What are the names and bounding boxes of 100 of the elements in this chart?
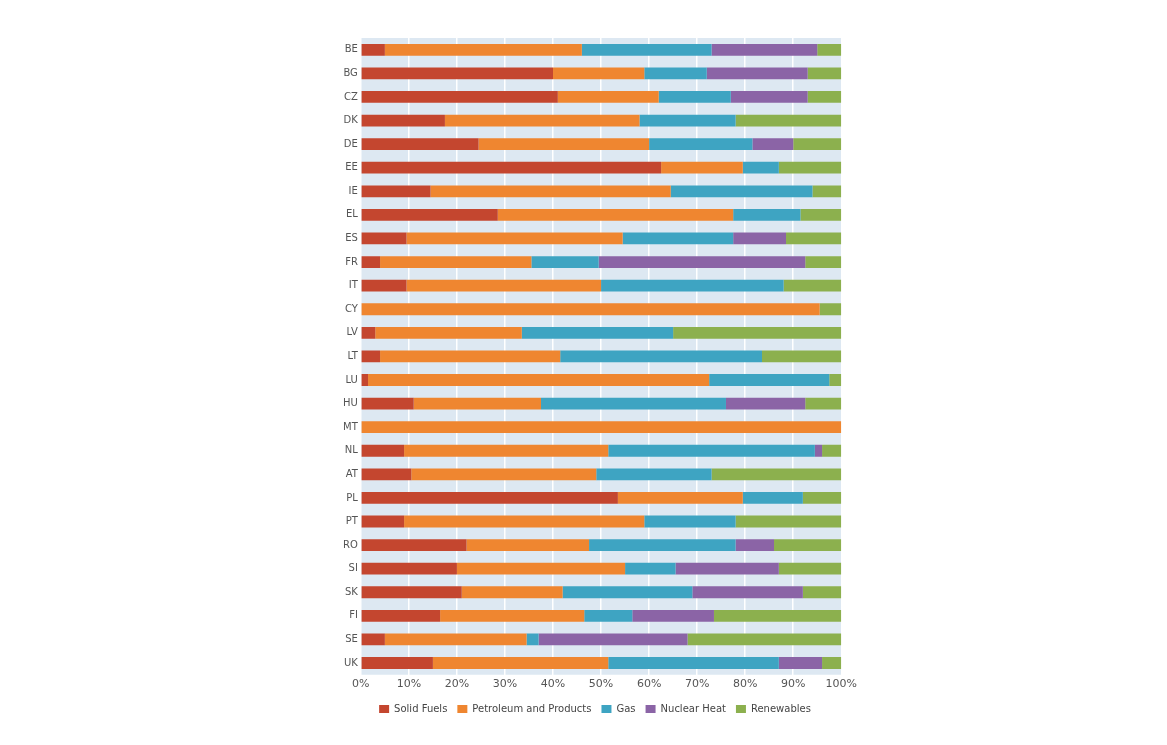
bar [658, 91, 731, 103]
bar [521, 326, 674, 339]
y-tick-label: AT [345, 467, 359, 479]
legend-label: Gas [616, 702, 636, 714]
bar [361, 91, 558, 103]
bar [538, 633, 688, 646]
bar [361, 43, 385, 56]
x-tick-label: 100% [825, 677, 857, 691]
bar [661, 161, 743, 174]
bar [432, 657, 609, 669]
bar [786, 232, 842, 245]
y-tick-label: EL [345, 208, 359, 220]
y-tick-label: SK [344, 585, 359, 597]
bar [581, 43, 712, 56]
bar [644, 515, 736, 528]
bar [608, 444, 815, 457]
bar [361, 185, 431, 198]
bar [361, 232, 407, 245]
bar [730, 91, 808, 103]
bar [814, 444, 823, 457]
bar [361, 397, 414, 410]
y-tick-label: PL [346, 491, 359, 503]
bar [778, 562, 842, 575]
y-tick-label: NL [344, 444, 359, 456]
bar [361, 256, 381, 268]
y-tick-label: SE [345, 633, 358, 645]
y-tick-label: EE [345, 161, 358, 173]
bar [735, 114, 842, 127]
bar [802, 492, 842, 504]
x-tick-label: 80% [732, 677, 758, 691]
bar [361, 492, 618, 504]
bar [384, 633, 527, 646]
y-tick-label: HU [343, 397, 358, 409]
bar [805, 256, 842, 268]
bar [413, 397, 541, 410]
bar [807, 91, 842, 103]
bar [444, 114, 640, 127]
bar [368, 374, 710, 386]
bar [709, 374, 830, 386]
bar [384, 43, 582, 56]
bar [673, 326, 842, 339]
y-tick-label: LT [347, 349, 359, 361]
bar [361, 633, 385, 646]
bar [361, 609, 441, 622]
y-tick-label: FR [345, 255, 358, 267]
bar [361, 539, 467, 551]
bar [639, 114, 736, 127]
bar [819, 303, 842, 316]
bar [562, 586, 693, 599]
bar [456, 562, 626, 575]
x-tick-label: 30% [492, 677, 518, 691]
bar [553, 67, 645, 80]
bar [380, 256, 532, 268]
bar [733, 208, 801, 221]
y-tick-label: RO [343, 538, 358, 550]
bar [711, 468, 842, 481]
bar [430, 185, 671, 198]
bar [622, 232, 734, 245]
bar [361, 657, 433, 669]
bar [560, 350, 762, 363]
x-tick-label: 70% [684, 677, 710, 691]
y-tick-label: IE [348, 184, 358, 196]
bar [361, 114, 445, 127]
bar [478, 138, 650, 151]
bar [406, 232, 623, 245]
bar [361, 421, 842, 434]
bar [497, 208, 734, 221]
y-tick-label: PT [345, 515, 359, 527]
bar [742, 161, 779, 174]
bar [802, 586, 842, 599]
bar [375, 326, 522, 339]
bar [601, 279, 784, 292]
x-tick-label: 90% [781, 677, 806, 691]
bar [361, 161, 662, 174]
bar [361, 468, 412, 481]
bar [596, 468, 712, 481]
bar [774, 539, 842, 551]
x-tick-label: 0% [352, 677, 370, 691]
bar [706, 67, 808, 80]
x-tick-label: 40% [540, 677, 566, 691]
bar [649, 138, 753, 151]
y-tick-label: BE [344, 43, 358, 55]
bar [644, 67, 707, 80]
bar [361, 208, 498, 221]
x-tick-label: 50% [588, 677, 614, 691]
bar [526, 633, 539, 646]
bar [625, 562, 676, 575]
bar [735, 539, 775, 551]
bar [361, 350, 381, 363]
bar [812, 185, 842, 198]
bar [807, 67, 842, 80]
bar [711, 43, 818, 56]
bar [557, 91, 659, 103]
bar [713, 609, 842, 622]
bar [752, 138, 794, 151]
bar [411, 468, 597, 481]
bar [762, 350, 842, 363]
bar [822, 657, 842, 669]
bar [531, 256, 599, 268]
bar [687, 633, 842, 646]
